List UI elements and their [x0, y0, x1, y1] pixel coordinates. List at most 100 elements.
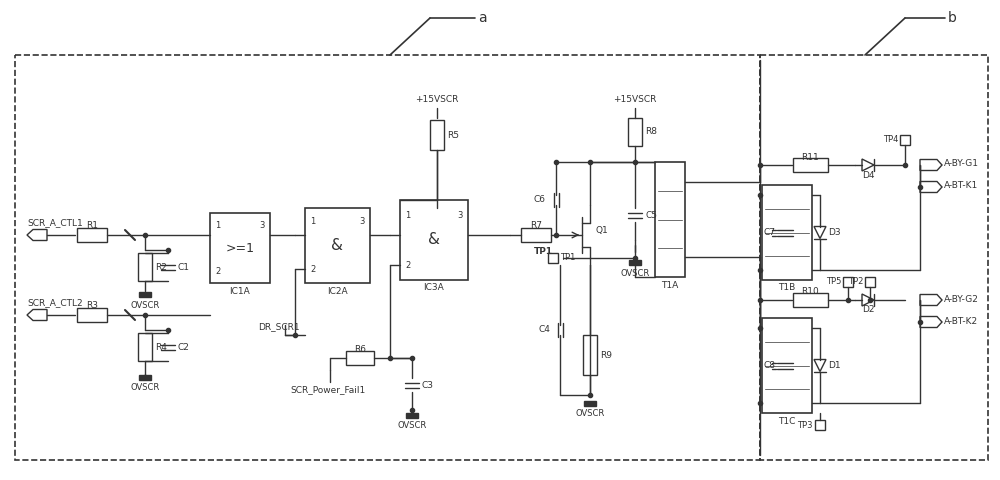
- Text: C5: C5: [645, 211, 657, 219]
- Text: C2: C2: [178, 343, 190, 351]
- Text: A-BY-G1: A-BY-G1: [944, 159, 979, 168]
- Text: SCR_A_CTL2: SCR_A_CTL2: [27, 299, 83, 308]
- Text: C7: C7: [763, 228, 775, 237]
- Bar: [865, 277, 875, 287]
- Bar: [77, 228, 107, 242]
- Text: R4: R4: [155, 343, 167, 351]
- Text: A-BY-G2: A-BY-G2: [944, 295, 979, 303]
- Text: IC2A: IC2A: [327, 287, 348, 296]
- Bar: [139, 375, 151, 380]
- Polygon shape: [920, 181, 942, 192]
- Text: R5: R5: [447, 131, 459, 140]
- Text: 3: 3: [360, 217, 365, 227]
- Text: R10: R10: [801, 288, 819, 297]
- Text: R3: R3: [86, 301, 98, 311]
- Text: TP4: TP4: [883, 135, 898, 144]
- Text: TP1: TP1: [560, 253, 575, 263]
- Text: A-BT-K1: A-BT-K1: [944, 181, 978, 191]
- Text: IC3A: IC3A: [424, 284, 444, 292]
- Bar: [900, 135, 910, 145]
- Text: TP2: TP2: [848, 277, 863, 287]
- Text: D1: D1: [828, 361, 841, 370]
- Bar: [400, 200, 468, 280]
- Text: +15VSCR: +15VSCR: [613, 96, 657, 105]
- Text: &: &: [428, 232, 440, 248]
- Bar: [430, 120, 444, 150]
- Bar: [760, 55, 988, 460]
- Text: SCR_A_CTL1: SCR_A_CTL1: [27, 218, 83, 228]
- Text: C6: C6: [534, 195, 546, 204]
- Text: C4: C4: [538, 325, 550, 335]
- Text: C1: C1: [178, 263, 190, 272]
- Bar: [815, 420, 825, 430]
- Bar: [406, 413, 418, 418]
- Text: 3: 3: [260, 220, 265, 229]
- Text: Q1: Q1: [595, 226, 608, 235]
- Polygon shape: [920, 159, 942, 170]
- Text: OVSCR: OVSCR: [397, 421, 427, 431]
- Text: TP1: TP1: [534, 248, 553, 256]
- Polygon shape: [814, 360, 826, 372]
- Text: 1: 1: [310, 217, 315, 227]
- Text: >=1: >=1: [226, 241, 254, 254]
- Bar: [792, 158, 828, 172]
- Text: R8: R8: [645, 128, 657, 136]
- Bar: [15, 55, 760, 460]
- Polygon shape: [920, 316, 942, 327]
- Text: C3: C3: [422, 381, 434, 389]
- Text: DR_SCR1: DR_SCR1: [258, 323, 300, 332]
- Bar: [521, 228, 551, 242]
- Polygon shape: [862, 294, 874, 306]
- Text: T1C: T1C: [778, 417, 796, 425]
- Bar: [139, 292, 151, 297]
- Polygon shape: [920, 295, 942, 305]
- Text: TP3: TP3: [798, 420, 813, 430]
- Bar: [628, 118, 642, 146]
- Bar: [210, 213, 270, 283]
- Text: +15VSCR: +15VSCR: [415, 96, 459, 105]
- Text: 2: 2: [215, 266, 220, 276]
- Text: R9: R9: [600, 350, 612, 360]
- Bar: [629, 260, 641, 265]
- Text: b: b: [948, 11, 957, 25]
- Text: R6: R6: [354, 345, 366, 353]
- Text: D4: D4: [862, 170, 874, 180]
- Bar: [346, 351, 374, 365]
- Text: SCR_Power_Fail1: SCR_Power_Fail1: [290, 385, 365, 395]
- Text: A-BT-K2: A-BT-K2: [944, 316, 978, 325]
- Bar: [548, 253, 558, 263]
- Bar: [138, 333, 152, 361]
- Text: 2: 2: [405, 261, 410, 269]
- Text: C8: C8: [763, 361, 775, 370]
- Text: OVSCR: OVSCR: [620, 268, 650, 277]
- Bar: [138, 253, 152, 281]
- Bar: [762, 185, 812, 280]
- Text: T1B: T1B: [778, 284, 796, 292]
- Text: D3: D3: [828, 228, 841, 237]
- Bar: [305, 208, 370, 283]
- Text: 3: 3: [458, 211, 463, 219]
- Text: &: &: [332, 238, 344, 253]
- Polygon shape: [814, 227, 826, 239]
- Text: R2: R2: [155, 263, 167, 272]
- Text: R1: R1: [86, 221, 98, 230]
- Polygon shape: [27, 310, 47, 321]
- Polygon shape: [862, 159, 874, 171]
- Text: 2: 2: [310, 264, 315, 274]
- Text: OVSCR: OVSCR: [130, 384, 160, 393]
- Bar: [584, 401, 596, 406]
- Text: 1: 1: [215, 220, 220, 229]
- Bar: [77, 308, 107, 322]
- Bar: [655, 162, 685, 277]
- Text: R7: R7: [530, 221, 542, 230]
- Text: OVSCR: OVSCR: [130, 300, 160, 310]
- Bar: [762, 318, 812, 413]
- Text: OVSCR: OVSCR: [575, 409, 605, 419]
- Text: TP5: TP5: [826, 277, 841, 287]
- Text: IC1A: IC1A: [230, 287, 250, 296]
- Text: 1: 1: [405, 211, 410, 219]
- Text: a: a: [478, 11, 487, 25]
- Bar: [843, 277, 853, 287]
- Text: R11: R11: [801, 153, 819, 161]
- Bar: [792, 293, 828, 307]
